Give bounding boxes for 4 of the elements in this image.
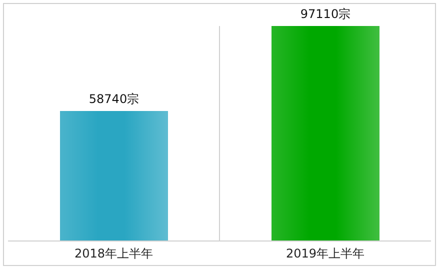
data-label: 97110宗 [300,7,351,21]
x-tick-label: 2018年上半年 [74,246,154,261]
x-tick-label: 2019年上半年 [286,246,365,261]
data-label: 58740宗 [88,92,140,106]
